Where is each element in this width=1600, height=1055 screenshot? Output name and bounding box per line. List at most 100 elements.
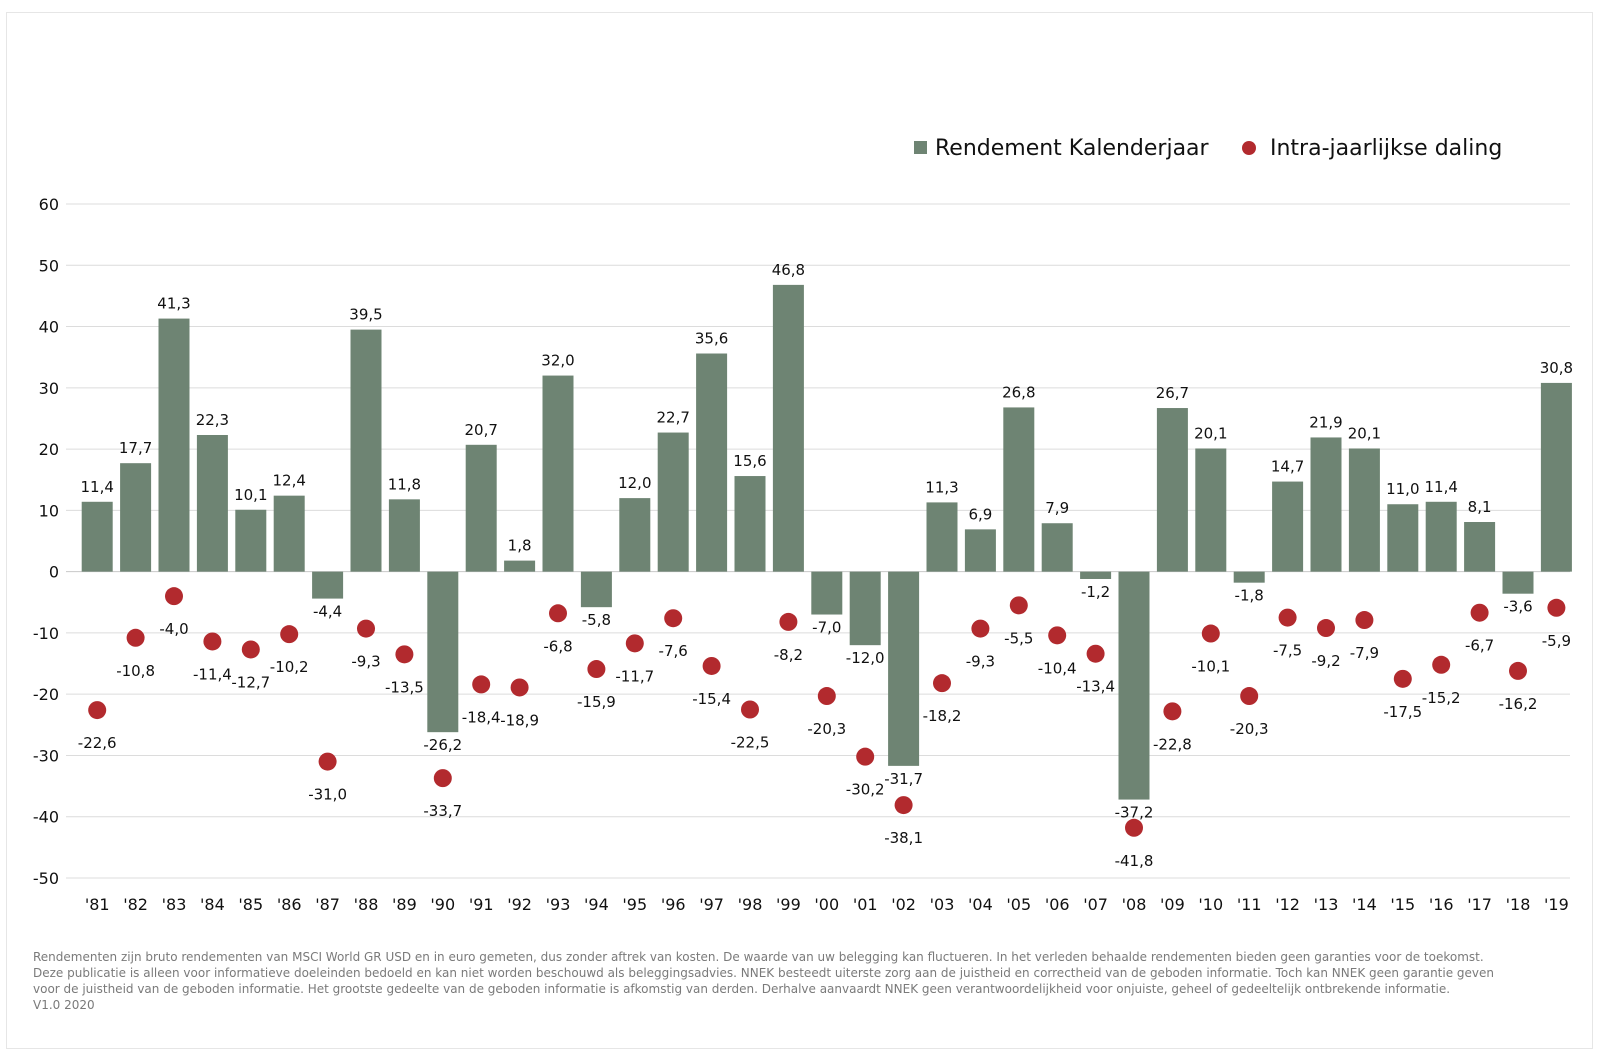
bar <box>120 463 152 572</box>
bar <box>273 495 305 572</box>
x-tick-label: '18 <box>1506 895 1531 914</box>
bar-value-label: 26,7 <box>1156 384 1189 402</box>
x-tick-label: '96 <box>661 895 686 914</box>
bar-value-label: 20,1 <box>1348 424 1381 442</box>
bar-value-label: 11,3 <box>925 478 958 496</box>
bar-value-label: 21,9 <box>1309 413 1342 431</box>
dot-value-label: -18,2 <box>923 707 962 725</box>
disclaimer-line: Deze publicatie is alleen voor informati… <box>33 966 1495 980</box>
x-tick-label: '07 <box>1083 895 1108 914</box>
y-tick-label: 0 <box>49 563 59 582</box>
dot-value-label: -22,5 <box>731 734 770 752</box>
x-tick-label: '85 <box>238 895 263 914</box>
bar <box>1233 571 1265 583</box>
bar <box>196 434 228 572</box>
y-tick-label: -30 <box>33 746 59 765</box>
x-tick-label: '19 <box>1544 895 1569 914</box>
bar <box>1464 522 1496 572</box>
dot <box>357 619 375 638</box>
dot-value-label: -10,2 <box>270 658 309 676</box>
dot-value-label: -11,7 <box>615 667 654 685</box>
bar-value-label: -4,4 <box>313 603 342 621</box>
dot <box>1163 702 1182 721</box>
dot-value-label: -11,4 <box>193 665 232 683</box>
bar-value-label: -26,2 <box>423 736 462 754</box>
dot <box>1086 644 1105 663</box>
dot-value-label: -13,4 <box>1076 678 1115 696</box>
y-tick-label: -50 <box>33 869 59 888</box>
dot <box>280 625 299 644</box>
dot <box>126 628 145 647</box>
bar <box>696 353 728 572</box>
bar <box>888 571 920 766</box>
x-tick-label: '11 <box>1237 895 1262 914</box>
x-tick-label: '02 <box>891 895 916 914</box>
dot-value-label: -8,2 <box>774 646 803 664</box>
bar <box>926 502 958 572</box>
bar-value-label: -1,2 <box>1081 583 1110 601</box>
dot-value-label: -38,1 <box>884 829 923 847</box>
legend: Rendement Kalenderjaar Intra-jaarlijkse … <box>914 136 1502 161</box>
bar-value-label: 11,8 <box>388 475 421 493</box>
bar <box>158 318 190 572</box>
dot <box>856 747 875 766</box>
dot-value-label: -9,2 <box>1311 652 1340 670</box>
dot <box>549 604 567 623</box>
y-tick-label: -40 <box>33 808 59 827</box>
x-axis: '81 '82 '83 '84 '85 '86 '87 '88 '89 '90 '91 '92 '93 '… <box>85 895 1569 914</box>
bar-value-label: 7,9 <box>1045 499 1069 517</box>
x-tick-label: '04 <box>968 895 993 914</box>
bar <box>811 571 843 615</box>
dot-value-label: -4,0 <box>159 620 188 638</box>
dot <box>817 687 836 706</box>
bar-value-label: -7,0 <box>812 619 841 637</box>
x-tick-label: '99 <box>776 895 801 914</box>
x-tick-label: '82 <box>123 895 148 914</box>
dot-value-label: -20,3 <box>1230 720 1269 738</box>
bar <box>465 444 497 572</box>
bar <box>1540 382 1572 572</box>
y-tick-label: 60 <box>39 195 59 214</box>
dot <box>1509 661 1527 680</box>
x-tick-label: '06 <box>1045 895 1070 914</box>
disclaimer-line: voor de juistheid van de geboden informa… <box>33 982 1451 996</box>
dot <box>1432 655 1451 674</box>
bar <box>504 560 536 572</box>
y-tick-label: 40 <box>39 318 59 337</box>
bar <box>1425 501 1457 572</box>
dot <box>203 632 222 651</box>
legend-dot-label: Intra-jaarlijkse daling <box>1270 136 1502 161</box>
y-tick-label: -20 <box>33 685 59 704</box>
dot <box>165 587 183 606</box>
bar-value-label: 20,1 <box>1194 424 1227 442</box>
dot <box>1393 669 1412 688</box>
dot-value-label: -31,0 <box>308 786 347 804</box>
x-tick-label: '17 <box>1467 895 1492 914</box>
dot-value-label: -7,5 <box>1273 642 1302 660</box>
x-tick-label: '12 <box>1275 895 1300 914</box>
dot-value-label: -17,5 <box>1383 703 1422 721</box>
dot-value-label: -13,5 <box>385 678 424 696</box>
dot-value-label: -5,5 <box>1004 629 1033 647</box>
dot <box>779 612 798 631</box>
bar-value-label: 6,9 <box>968 505 992 523</box>
x-tick-label: '87 <box>315 895 340 914</box>
x-tick-label: '13 <box>1314 895 1339 914</box>
bar <box>81 501 113 572</box>
x-tick-label: '08 <box>1122 895 1147 914</box>
x-tick-label: '89 <box>392 895 417 914</box>
bar <box>427 571 459 733</box>
y-tick-label: -10 <box>33 624 59 643</box>
y-axis: 60 50 40 30 20 10 0 -10 -20 -30 -40 -50 <box>33 195 59 888</box>
x-tick-label: '10 <box>1198 895 1223 914</box>
bar <box>657 432 689 572</box>
dot-value-label: -15,4 <box>692 690 731 708</box>
y-tick-label: 20 <box>39 440 59 459</box>
bar-series: 11,4 17,7 41,3 22,3 10,1 12,4 -4,4 39,5 11,8 -26,… <box>80 261 1573 822</box>
disclaimer: Rendementen zijn bruto rendementen van M… <box>33 949 1573 1013</box>
bar-value-label: 15,6 <box>733 452 766 470</box>
dot-value-label: -22,8 <box>1153 735 1192 753</box>
bar-value-label: -1,8 <box>1235 587 1264 605</box>
bar-value-label: 11,0 <box>1386 480 1419 498</box>
x-tick-label: '83 <box>162 895 187 914</box>
